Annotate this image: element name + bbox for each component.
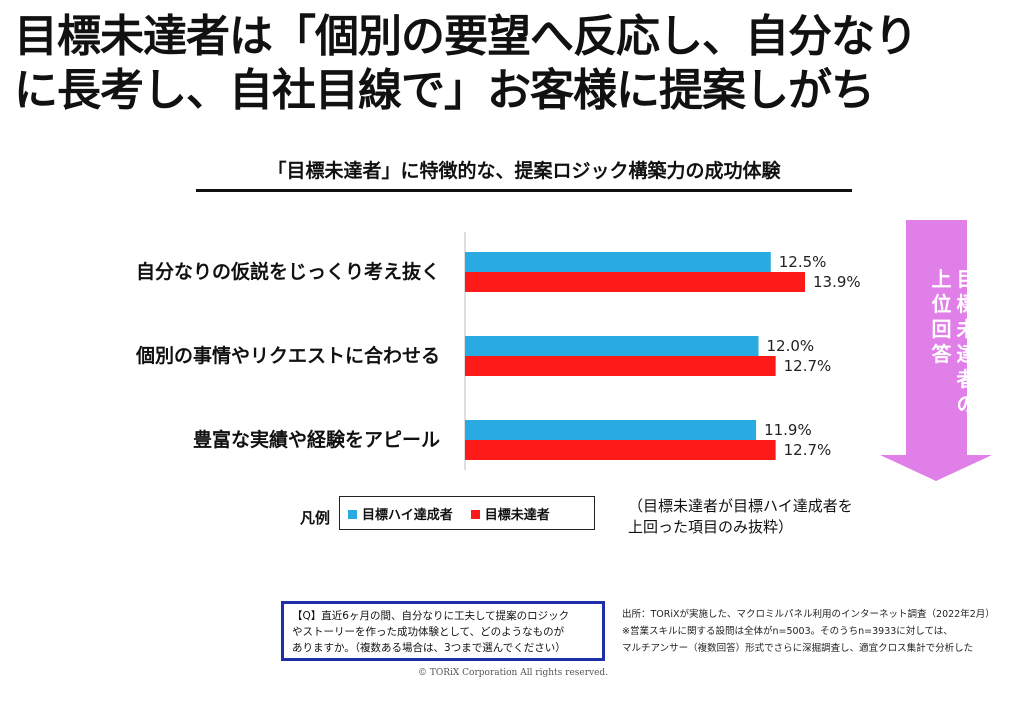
legend-item-series-1: 目標ハイ達成者 (348, 504, 453, 523)
arrow-label-left-char: 位 (931, 292, 952, 316)
legend-note-line-1: （目標未達者が目標ハイ達成者を (628, 497, 853, 515)
arrow-label-column-right: 目標未達者の (954, 267, 979, 417)
arrow-label-right-char: 標 (956, 292, 977, 316)
data-label: 13.9% (813, 273, 861, 291)
bar-under-achiever (465, 356, 776, 376)
category-label: 自分なりの仮説をじっくり考え抜く (136, 260, 440, 283)
source-line-2: ※営業スキルに関する設問は全体がn=5003。そのうちn=3933に対しては、 (622, 626, 953, 637)
arrow-label-left-char: 回 (931, 317, 952, 341)
data-label: 12.7% (784, 441, 832, 459)
source-line-1: 出所：TORiXが実施した、マクロミルパネル利用のインターネット調査（2022年… (622, 609, 995, 620)
arrow-label-column-left: 上位回答 (929, 267, 954, 367)
question-line-1: 【Q】直近6ヶ月の間、自分なりに工夫して提案のロジック (292, 610, 570, 622)
category-label: 個別の事情やリクエストに合わせる (135, 344, 440, 367)
legend-note: （目標未達者が目標ハイ達成者を 上回った項目のみ抜粋） (628, 496, 853, 538)
arrow-label-right-char: 達 (956, 342, 977, 366)
arrow-label-left-char: 上 (931, 267, 952, 291)
headline-line-2: に長考し、自社目線で」お客様に提案しがち (14, 65, 875, 116)
legend-swatch-series-2 (470, 509, 480, 519)
bar-high-achiever (465, 336, 759, 356)
legend-title: 凡例 (300, 509, 331, 527)
legend-label-series-2: 目標未達者 (484, 507, 550, 523)
legend: 目標ハイ達成者 目標未達者 (339, 496, 595, 530)
legend-note-line-2: 上回った項目のみ抜粋） (628, 518, 794, 536)
arrow-label-right-char: 未 (956, 317, 977, 341)
legend-item-series-2: 目標未達者 (470, 504, 550, 523)
data-label: 12.7% (784, 357, 832, 375)
data-label: 12.0% (767, 337, 815, 355)
copyright: © TORiX Corporation All rights reserved. (418, 668, 609, 678)
question-line-3: ありますか。（複数ある場合は、3つまで選んでください） (292, 642, 566, 654)
bar-under-achiever (465, 272, 805, 292)
legend-swatch-series-1 (348, 509, 357, 519)
arrow-label-right-char: の (956, 392, 977, 416)
question-line-2: やストーリーを作った成功体験として、どのようなものが (292, 626, 565, 638)
bar-high-achiever (465, 420, 757, 440)
arrow-label-right-char: 者 (956, 367, 977, 391)
chart-title: 「目標未達者」に特徴的な、提案ロジック構築力の成功体験 (196, 156, 852, 192)
category-label: 豊富な実績や経験をアピール (193, 428, 440, 451)
arrow-label-left-char: 答 (931, 342, 952, 366)
bar-high-achiever (465, 252, 771, 272)
data-label: 11.9% (764, 421, 812, 439)
arrow-label: 上位回答目標未達者の (929, 267, 981, 417)
data-label: 12.5% (779, 253, 827, 271)
bar-under-achiever (465, 440, 776, 460)
legend-label-series-1: 目標ハイ達成者 (362, 507, 453, 523)
source-line-3: マルチアンサー（複数回答）形式でさらに深掘調査し、適宜クロス集計で分析した (622, 643, 974, 654)
headline-line-1: 目標未達者は「個別の要望へ反応し、自分なり (14, 11, 918, 62)
source-note: 出所：TORiXが実施した、マクロミルパネル利用のインターネット調査（2022年… (622, 606, 995, 657)
arrow-label-right-char: 目 (956, 267, 977, 291)
question-box: 【Q】直近6ヶ月の間、自分なりに工夫して提案のロジック やストーリーを作った成功… (281, 601, 605, 661)
headline: 目標未達者は「個別の要望へ反応し、自分なり に長考し、自社目線で」お客様に提案し… (14, 10, 1014, 118)
